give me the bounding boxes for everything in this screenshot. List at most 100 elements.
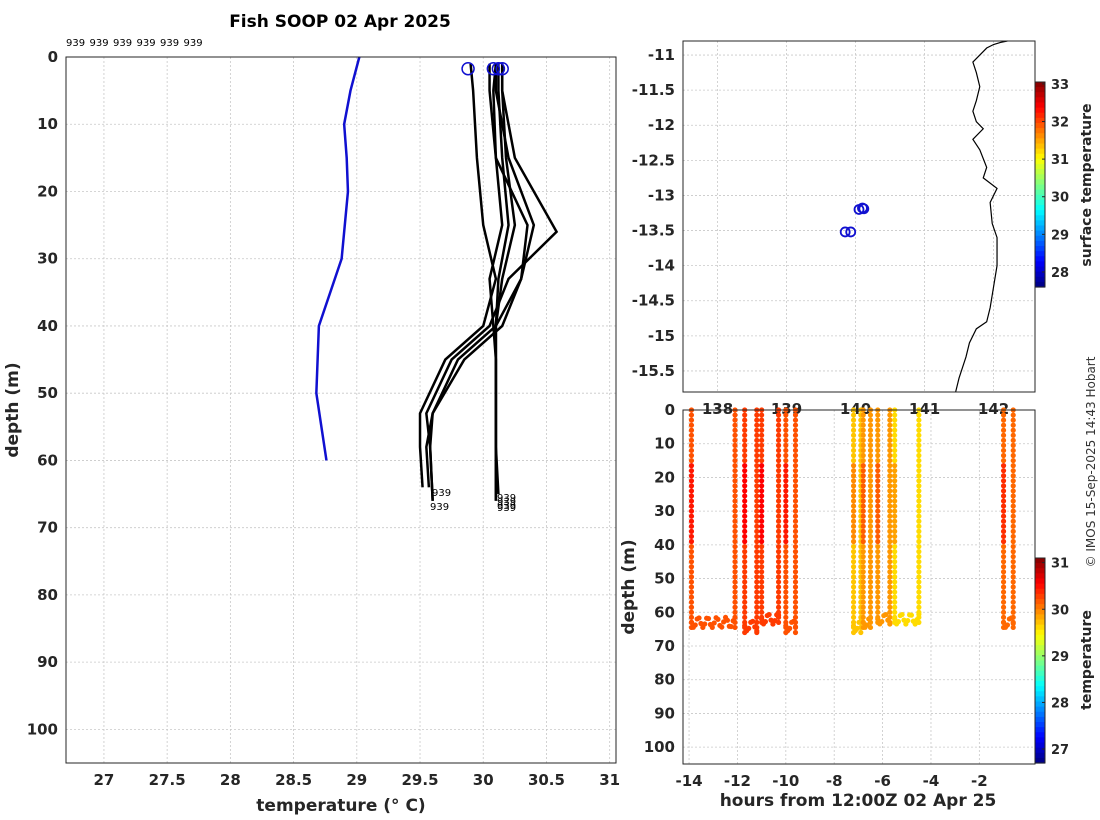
section-sample-point	[762, 619, 768, 625]
section-sample-point	[688, 483, 695, 489]
section-sample-point	[732, 442, 738, 448]
section-sample-point	[732, 523, 738, 529]
section-sample-point	[732, 579, 738, 585]
temperature-colorbar-segment	[1035, 655, 1045, 662]
section-sample-point	[860, 619, 866, 626]
section-sample-point	[732, 533, 738, 540]
section-sample-point	[732, 493, 738, 499]
section-sample-point	[867, 564, 874, 570]
section-sample-point	[892, 518, 898, 524]
section-sample-point	[742, 584, 748, 590]
section-sample-point	[860, 579, 866, 585]
section-sample-point	[754, 543, 760, 550]
cast-id-label: 939	[90, 38, 109, 49]
section-sample-point	[759, 554, 765, 560]
profile-y-tick-label: 90	[37, 653, 58, 671]
section-sample-point	[783, 508, 789, 514]
section-sample-point	[1010, 437, 1016, 443]
temperature-colorbar-segment	[1035, 609, 1045, 615]
section-sample-point	[775, 442, 782, 448]
section-sample-point	[732, 452, 738, 459]
section-sample-point	[867, 498, 874, 504]
section-sample-point	[892, 513, 898, 519]
figure-title: Fish SOOP 02 Apr 2025	[229, 12, 451, 32]
section-sample-point	[792, 569, 799, 575]
surface-temperature-colorbar-tick-label: 32	[1051, 115, 1069, 130]
climatology-profile-line	[315, 56, 361, 461]
section-sample-point	[792, 463, 799, 469]
section-sample-point	[775, 564, 782, 570]
temperature-colorbar-segment	[1035, 722, 1045, 728]
section-sample-point	[850, 518, 857, 524]
section-sample-point	[732, 508, 738, 514]
temperature-colorbar-segment	[1035, 599, 1045, 605]
section-sample-point	[875, 533, 881, 540]
section-sample-point	[759, 518, 765, 524]
section-sample-point	[732, 437, 738, 443]
section-sample-point	[850, 422, 857, 428]
section-sample-point	[916, 518, 922, 524]
section-sample-point	[732, 427, 738, 433]
section-sample-point	[887, 594, 893, 600]
section-sample-point	[792, 549, 799, 555]
section-sample-point	[887, 488, 893, 494]
section-sample-point	[688, 417, 695, 423]
section-sample-point	[867, 589, 874, 595]
section-sample-point	[887, 498, 893, 504]
section-sample-point	[867, 518, 874, 524]
section-sample-point	[754, 619, 760, 626]
section-sample-point	[792, 447, 799, 454]
section-sample-point	[759, 447, 765, 454]
section-sample-point	[895, 619, 902, 625]
section-sample-point	[742, 623, 748, 629]
section-sample-point	[860, 463, 866, 469]
cast-id-label: 939	[66, 38, 85, 49]
section-sample-point	[688, 594, 695, 600]
section-sample-point	[688, 412, 695, 418]
section-sample-point	[688, 473, 695, 479]
section-sample-point	[892, 493, 898, 499]
section-sample-point	[916, 533, 922, 540]
section-sample-point	[775, 457, 782, 464]
surface-temperature-colorbar-segment	[1035, 138, 1045, 145]
section-sample-point	[860, 473, 866, 479]
section-sample-point	[754, 574, 760, 580]
section-sample-point	[1000, 579, 1007, 585]
section-sample-point	[783, 623, 789, 629]
profile-y-tick-label: 60	[37, 451, 58, 469]
section-sample-point	[916, 442, 922, 448]
temperature-profile-line	[418, 63, 498, 488]
section-sample-point	[875, 488, 881, 494]
section-sample-point	[1010, 483, 1016, 489]
section-sample-point	[742, 457, 748, 464]
section-sample-point	[732, 574, 738, 580]
section-sample-point	[1000, 559, 1007, 565]
section-sample-point	[1010, 478, 1016, 484]
section-sample-point	[759, 579, 765, 585]
section-sample-point	[875, 599, 881, 605]
cast-end-label: 939	[497, 497, 516, 508]
section-sample-point	[867, 533, 874, 540]
section-sample-point	[1010, 457, 1016, 464]
surface-temperature-colorbar-segment	[1035, 148, 1045, 155]
section-sample-point	[1010, 422, 1016, 428]
section-sample-point	[892, 564, 898, 570]
section-sample-point	[867, 457, 874, 464]
section-sample-point	[916, 528, 922, 534]
section-sample-point	[887, 538, 893, 545]
section-sample-point	[792, 559, 799, 565]
section-sample-point	[1010, 533, 1016, 540]
temperature-colorbar-segment	[1035, 737, 1045, 744]
section-sample-point	[754, 447, 760, 454]
section-sample-point	[860, 483, 866, 489]
section-sample-point	[892, 508, 898, 514]
section-sample-point	[1000, 564, 1007, 570]
section-sample-point	[772, 618, 778, 624]
section-sample-point	[742, 442, 748, 448]
section-sample-point	[742, 417, 748, 423]
section-sample-point	[759, 488, 765, 494]
section-sample-point	[775, 468, 782, 474]
section-sample-point	[750, 618, 756, 624]
section-sample-point	[1010, 574, 1016, 580]
